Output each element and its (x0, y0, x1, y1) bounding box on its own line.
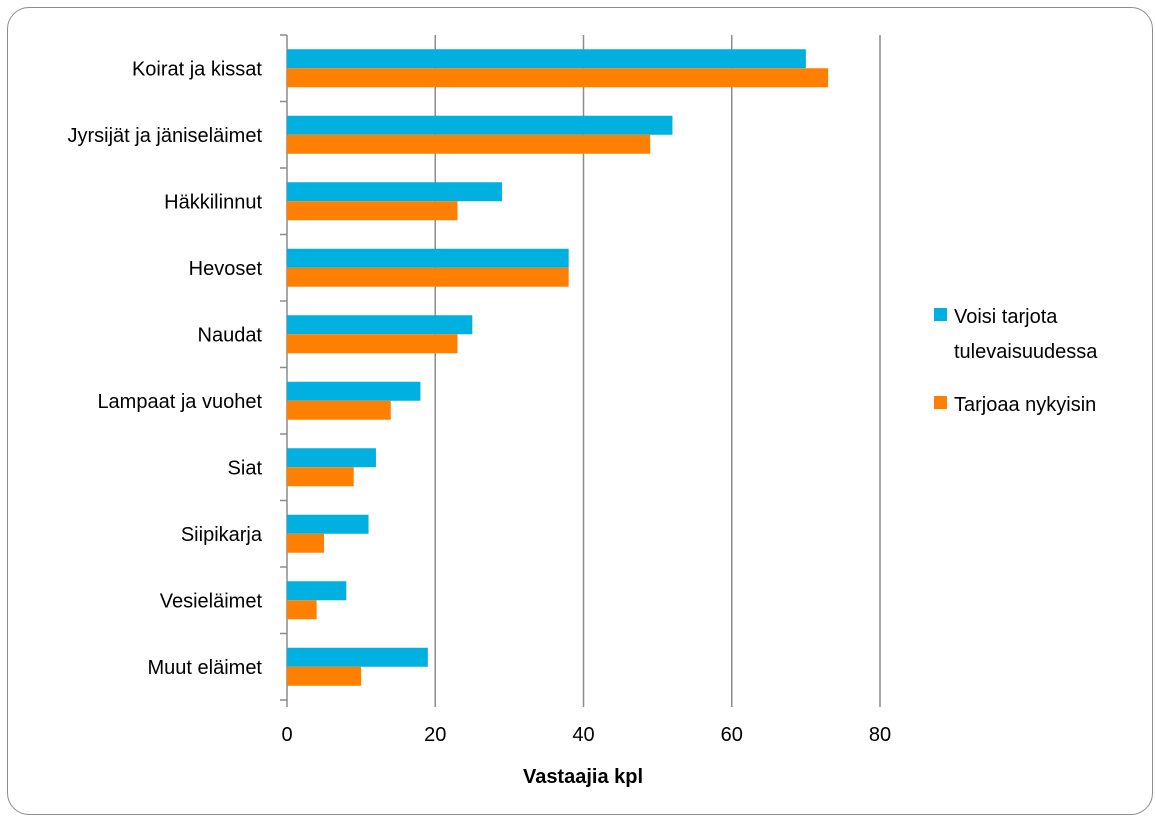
bar-future (287, 49, 806, 69)
bar-current (287, 666, 362, 686)
bar-future (287, 381, 421, 401)
category-labels: Koirat ja kissat Jyrsijät ja jäniseläimet… (67, 58, 262, 679)
category-label: Jyrsijät ja jäniseläimet (67, 125, 262, 147)
legend-swatch (934, 396, 947, 409)
category-label: Vesieläimet (160, 590, 263, 612)
bar-current (287, 467, 354, 487)
bar-future (287, 182, 502, 202)
bar-future (287, 248, 569, 268)
legend: Voisi tarjota tulevaisuudessa Tarjoaa nyky… (934, 306, 1098, 416)
bar-current (287, 68, 829, 88)
category-label: Koirat ja kissat (132, 58, 262, 80)
legend-label: Voisi tarjota (954, 306, 1058, 328)
x-tick-label: 20 (424, 724, 446, 746)
x-tick-label: 80 (869, 724, 891, 746)
legend-label: Tarjoaa nykyisin (954, 394, 1096, 416)
category-label: Siat (228, 457, 263, 479)
x-tick-label: 40 (572, 724, 594, 746)
category-label: Häkkilinnut (164, 191, 262, 213)
x-tick-label: 0 (281, 724, 292, 746)
bar-future (287, 514, 369, 534)
category-label: Siipikarja (181, 524, 263, 546)
bar-future (287, 647, 428, 667)
bar-future (287, 581, 347, 601)
tick-labels: 0 20 40 60 80 (281, 724, 891, 746)
category-label: Muut eläimet (148, 657, 263, 679)
bar-current (287, 600, 317, 620)
category-label: Lampaat ja vuohet (97, 391, 262, 413)
bar-current (287, 533, 325, 553)
bar-current (287, 400, 391, 420)
bar-current (287, 201, 458, 221)
x-axis-title: Vastaajia kpl (523, 766, 643, 788)
x-tick-label: 60 (721, 724, 743, 746)
bar-current (287, 267, 569, 287)
bar-current (287, 334, 458, 354)
legend-label: tulevaisuudessa (954, 341, 1098, 363)
legend-swatch (934, 308, 947, 321)
bar-future (287, 315, 473, 335)
bar-future (287, 448, 376, 468)
bars (287, 49, 829, 686)
bar-future (287, 115, 673, 135)
bar-current (287, 134, 651, 154)
category-label: Naudat (198, 324, 263, 346)
category-label: Hevoset (189, 258, 263, 280)
